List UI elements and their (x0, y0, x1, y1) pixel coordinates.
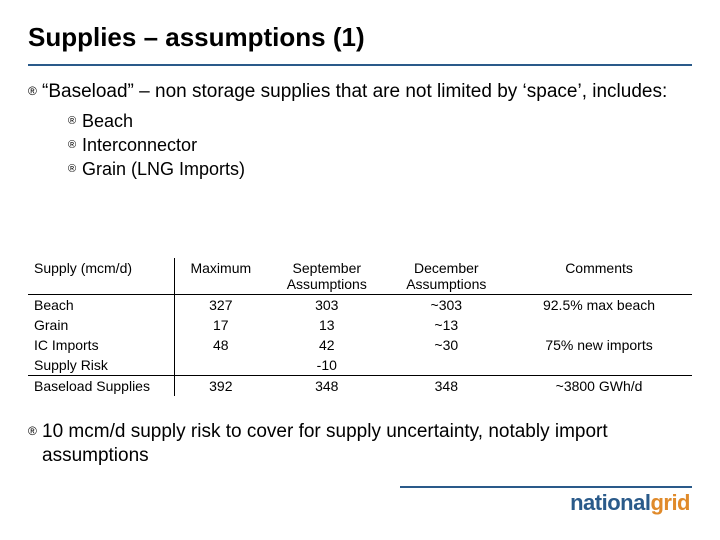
cell-dec: 348 (387, 376, 507, 397)
bullet-icon: ® (68, 134, 82, 156)
content-area: ® “Baseload” – non storage supplies that… (28, 80, 692, 182)
sub-bullet-text: Grain (LNG Imports) (82, 158, 245, 180)
sub-bullet: ® Interconnector (68, 134, 692, 156)
cell-comment: ~3800 GWh/d (506, 376, 692, 397)
cell-max: 17 (174, 315, 267, 335)
cell-label: Beach (28, 295, 174, 316)
cell-sep: -10 (267, 355, 387, 376)
cell-comment: 75% new imports (506, 335, 692, 355)
sub-bullet: ® Beach (68, 110, 692, 132)
sub-bullet: ® Grain (LNG Imports) (68, 158, 692, 180)
nationalgrid-logo: nationalgrid (570, 490, 690, 516)
logo-part-grid: grid (650, 490, 690, 515)
cell-comment: 92.5% max beach (506, 295, 692, 316)
sub-bullet-text: Interconnector (82, 134, 197, 156)
cell-label: Supply Risk (28, 355, 174, 376)
cell-max (174, 355, 267, 376)
cell-comment (506, 355, 692, 376)
table-total-row: Baseload Supplies 392 348 348 ~3800 GWh/… (28, 376, 692, 397)
cell-dec: ~30 (387, 335, 507, 355)
cell-label: IC Imports (28, 335, 174, 355)
bullet-supply-risk: ® 10 mcm/d supply risk to cover for supp… (28, 420, 692, 468)
sub-bullet-text: Beach (82, 110, 133, 132)
table-row: Grain 17 13 ~13 (28, 315, 692, 335)
cell-max: 327 (174, 295, 267, 316)
logo-part-national: national (570, 490, 650, 515)
col-header-comments: Comments (506, 258, 692, 295)
cell-sep: 13 (267, 315, 387, 335)
footer-rule (400, 486, 692, 488)
cell-dec: ~13 (387, 315, 507, 335)
table-row: Beach 327 303 ~303 92.5% max beach (28, 295, 692, 316)
cell-dec: ~303 (387, 295, 507, 316)
cell-label: Grain (28, 315, 174, 335)
cell-sep: 348 (267, 376, 387, 397)
col-header-december: December Assumptions (387, 258, 507, 295)
table-header-row: Supply (mcm/d) Maximum September Assumpt… (28, 258, 692, 295)
bullet-icon: ® (68, 110, 82, 132)
cell-sep: 303 (267, 295, 387, 316)
title-rule (28, 64, 692, 66)
bullet-text: “Baseload” – non storage supplies that a… (42, 80, 692, 104)
bullet-baseload: ® “Baseload” – non storage supplies that… (28, 80, 692, 104)
cell-max: 48 (174, 335, 267, 355)
sub-bullet-list: ® Beach ® Interconnector ® Grain (LNG Im… (68, 110, 692, 180)
bullet-text: 10 mcm/d supply risk to cover for supply… (42, 420, 692, 468)
bullet-icon: ® (28, 420, 42, 442)
table-row: Supply Risk -10 (28, 355, 692, 376)
cell-sep: 42 (267, 335, 387, 355)
after-table-bullet: ® 10 mcm/d supply risk to cover for supp… (28, 420, 692, 474)
cell-label: Baseload Supplies (28, 376, 174, 397)
bullet-icon: ® (28, 80, 42, 102)
supply-table: Supply (mcm/d) Maximum September Assumpt… (28, 258, 692, 396)
cell-max: 392 (174, 376, 267, 397)
cell-comment (506, 315, 692, 335)
table-row: IC Imports 48 42 ~30 75% new imports (28, 335, 692, 355)
cell-dec (387, 355, 507, 376)
col-header-maximum: Maximum (174, 258, 267, 295)
bullet-icon: ® (68, 158, 82, 180)
col-header-september: September Assumptions (267, 258, 387, 295)
slide: Supplies – assumptions (1) ® “Baseload” … (0, 0, 720, 540)
slide-title: Supplies – assumptions (1) (28, 22, 365, 53)
col-header-supply: Supply (mcm/d) (28, 258, 174, 295)
